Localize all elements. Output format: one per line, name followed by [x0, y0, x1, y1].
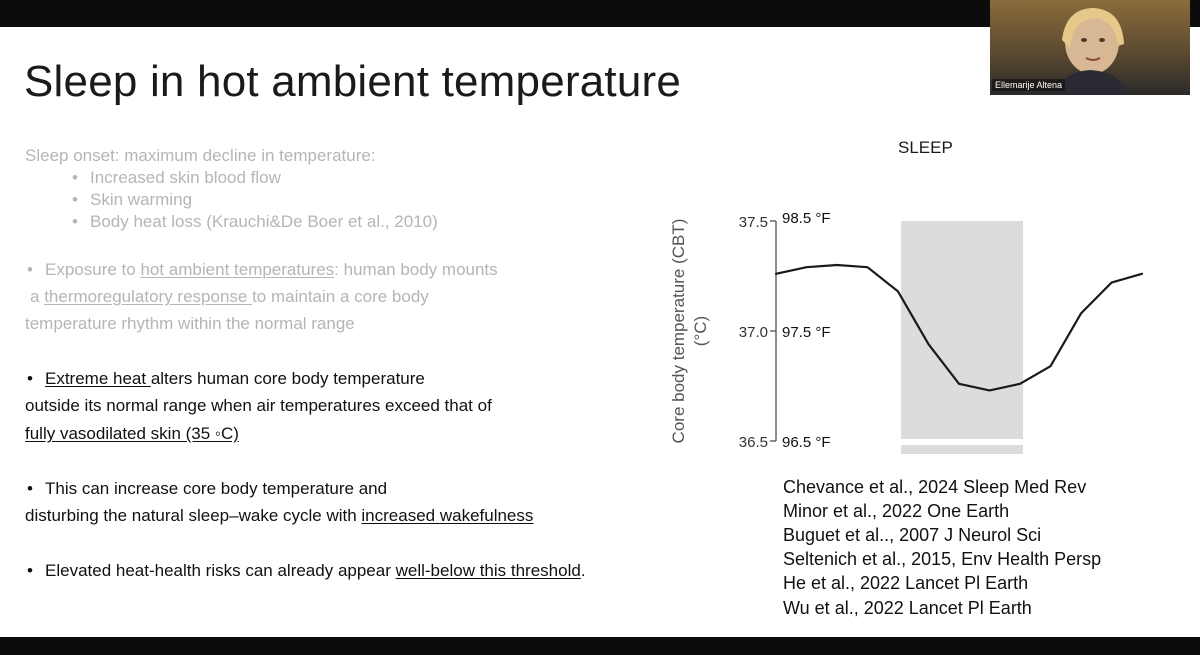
increase-line-1: • This can increase core body temperature…: [27, 479, 388, 498]
fahrenheit-label: 96.5 °F: [782, 434, 831, 451]
reference-item: Seltenich et al., 2015, Env Health Persp: [783, 549, 1102, 569]
reference-item: Wu et al., 2022 Lancet Pl Earth: [783, 598, 1032, 618]
cbt-series-line: [774, 263, 1144, 392]
exposure-line-1: • Exposure to hot ambient temperatures: h…: [27, 260, 498, 279]
sleep-onset-item: • Increased skin blood flow: [72, 168, 281, 187]
sleep-onset-item: • Body heat loss (Krauchi&De Boer et al.,…: [72, 212, 438, 231]
y-tick-label: 36.5: [739, 434, 768, 451]
bottom-bar: [0, 637, 1200, 655]
sleep-onset-heading: Sleep onset: maximum decline in temperat…: [25, 146, 376, 165]
sleep-onset-item: • Skin warming: [72, 190, 193, 209]
y-tick-label: 37.0: [739, 324, 768, 341]
presentation-slide: Sleep in hot ambient temperature Sleep o…: [0, 27, 1200, 637]
fahrenheit-label: 98.5 °F: [782, 210, 831, 227]
reference-item: Chevance et al., 2024 Sleep Med Rev: [783, 477, 1087, 497]
y-tick-label: 37.5: [739, 214, 768, 231]
reference-item: Buguet et al.., 2007 J Neurol Sci: [783, 525, 1042, 545]
increase-line-2: disturbing the natural sleep–wake cycle …: [25, 506, 534, 525]
y-axis-title: Core body temperature (CBT) (°C): [669, 219, 710, 444]
extreme-heat-line-3: fully vasodilated skin (35 ◦C): [25, 424, 239, 443]
cbt-chart: 37.5 98.5 °F 37.0 97.5 °F 36.5 96.5 °F Core bo…: [669, 210, 1144, 454]
risks-line: • Elevated heat-health risks can already …: [27, 561, 586, 580]
fahrenheit-label: 97.5 °F: [782, 324, 831, 341]
chart-title: SLEEP: [898, 138, 953, 157]
extreme-heat-line-2: outside its normal range when air temper…: [25, 396, 492, 415]
participant-avatar: [1058, 8, 1128, 95]
participant-video-tile[interactable]: Ellemarije Altena: [990, 0, 1190, 95]
sleep-period-bar: [901, 445, 1024, 454]
extreme-heat-line-1: • Extreme heat alters human core body tem…: [27, 369, 425, 388]
exposure-line-3: temperature rhythm within the normal ran…: [25, 314, 355, 333]
slide-title: Sleep in hot ambient temperature: [24, 57, 682, 106]
participant-name: Ellemarije Altena: [992, 79, 1066, 91]
reference-item: He et al., 2022 Lancet Pl Earth: [783, 573, 1029, 593]
exposure-line-2: a thermoregulatory response to maintain …: [30, 287, 429, 306]
reference-item: Minor et al., 2022 One Earth: [783, 501, 1010, 521]
